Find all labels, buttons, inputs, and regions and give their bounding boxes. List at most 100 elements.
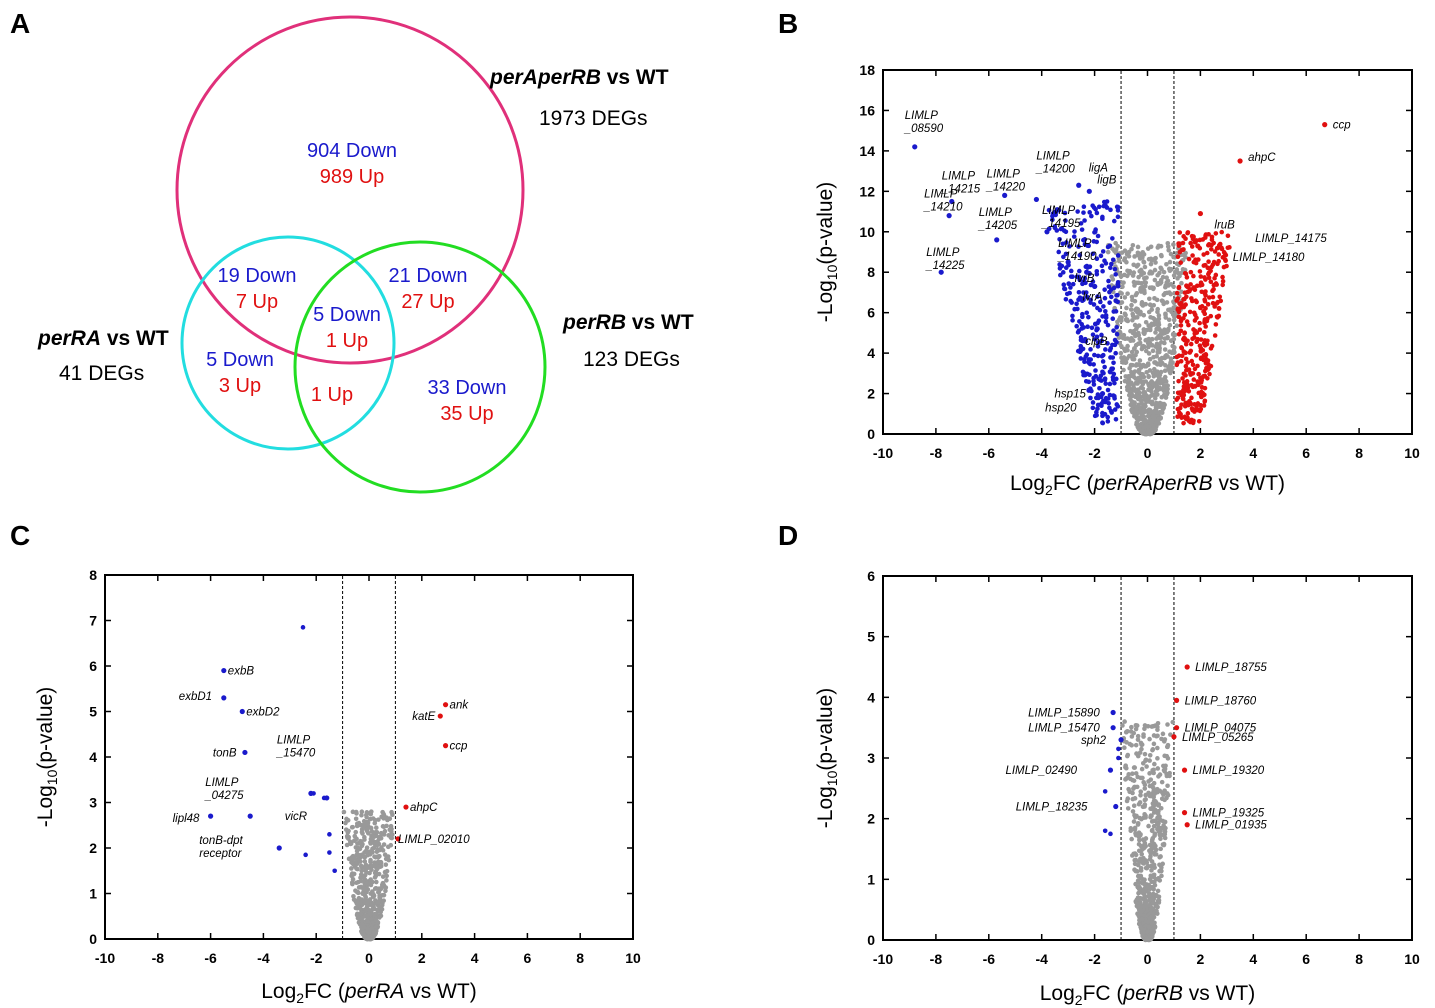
gene-point-ns xyxy=(1125,796,1131,801)
gene-point-up xyxy=(1182,336,1187,341)
gene-point-up xyxy=(1210,288,1215,294)
gene-point-ns xyxy=(1142,726,1147,732)
gene-label: exbD2 xyxy=(246,707,280,719)
labeled-gene-point xyxy=(403,804,409,810)
gene-point-up xyxy=(1188,240,1193,246)
gene-label: clpB xyxy=(1085,336,1108,348)
gene-point-ns xyxy=(381,842,387,847)
gene-point-ns xyxy=(350,809,356,815)
gene-point-ns xyxy=(1120,284,1125,290)
x-tick-label: 2 xyxy=(418,950,426,966)
gene-point-ns xyxy=(1155,309,1160,315)
gene-point-ns xyxy=(1152,360,1157,365)
gene-point-ns xyxy=(344,842,350,848)
gene-point-ns xyxy=(1179,289,1184,295)
gene-point-up xyxy=(1178,323,1184,328)
gene-point-up xyxy=(1207,371,1212,377)
gene-point-down xyxy=(1062,286,1067,292)
gene-point-ns xyxy=(1139,851,1145,857)
gene-point-down xyxy=(1114,293,1119,298)
panel-label-a: A xyxy=(10,8,30,39)
gene-point-ns xyxy=(1142,786,1148,791)
gene-point-ns xyxy=(1150,419,1155,424)
gene-point-up xyxy=(1201,341,1207,346)
gene-point-up xyxy=(1196,371,1201,377)
gene-point-ns xyxy=(1140,372,1145,377)
gene-point-down xyxy=(1105,419,1111,424)
gene-point-up xyxy=(1184,294,1189,300)
y-tick-label: 12 xyxy=(859,183,875,199)
gene-point-ns xyxy=(1166,283,1171,288)
gene-point-down xyxy=(1076,244,1081,249)
gene-point-up xyxy=(1189,296,1194,301)
gene-point-ns xyxy=(1142,264,1148,270)
gene-point-up xyxy=(1185,411,1191,416)
gene-point-ns xyxy=(1149,828,1155,834)
gene-point-down xyxy=(1114,331,1120,337)
labeled-gene-point xyxy=(949,198,955,205)
gene-point-ns xyxy=(1156,313,1162,318)
gene-point-up xyxy=(1184,319,1190,324)
gene-point-down xyxy=(1100,410,1105,416)
x-tick-label: 2 xyxy=(1197,951,1205,967)
gene-point-ns xyxy=(1154,401,1159,407)
x-tick-label: 10 xyxy=(1404,445,1420,461)
gene-point-down xyxy=(1100,216,1105,221)
gene-point-down xyxy=(1116,755,1121,761)
gene-point-ns xyxy=(1158,836,1163,842)
gene-point-ns xyxy=(1129,724,1134,730)
gene-label: LIMLP _14190 xyxy=(1057,238,1097,263)
gene-point-ns xyxy=(1161,767,1167,773)
gene-point-ns xyxy=(1131,765,1137,770)
gene-point-down xyxy=(1086,388,1092,393)
gene-point-ns xyxy=(1153,723,1158,728)
gene-point-ns xyxy=(363,894,369,900)
gene-point-up xyxy=(1203,232,1209,237)
gene-point-ns xyxy=(1149,379,1154,384)
gene-point-ns xyxy=(369,900,375,906)
gene-point-down xyxy=(1081,325,1086,330)
gene-point-down xyxy=(1091,375,1096,381)
labeled-gene-point xyxy=(912,144,918,150)
gene-point-up xyxy=(1205,302,1211,307)
gene-point-ns xyxy=(345,818,351,823)
gene-point-ns xyxy=(1136,394,1141,399)
gene-point-ns xyxy=(1130,809,1136,814)
gene-point-down xyxy=(1080,314,1085,320)
gene-point-up xyxy=(1174,397,1179,402)
gene-point-ns xyxy=(359,868,364,874)
gene-point-ns xyxy=(1150,348,1156,354)
gene-point-down xyxy=(1107,289,1112,295)
gene-point-ns xyxy=(1156,829,1162,834)
gene-point-ns xyxy=(350,881,355,887)
gene-point-down xyxy=(1078,337,1084,343)
venn-region-down: 33 Down xyxy=(428,377,507,399)
gene-point-ns xyxy=(372,817,378,823)
gene-point-ns xyxy=(1143,348,1149,354)
gene-point-ns xyxy=(1155,745,1160,751)
gene-label: LIMLP _14225 xyxy=(925,247,965,272)
gene-point-ns xyxy=(358,838,363,844)
gene-point-up xyxy=(1209,242,1214,248)
gene-point-ns xyxy=(383,862,389,867)
gene-point-ns xyxy=(1170,719,1176,725)
gene-point-ns xyxy=(1158,854,1163,859)
gene-point-down xyxy=(1105,387,1111,393)
gene-point-ns xyxy=(353,905,359,911)
gene-point-ns xyxy=(375,854,380,859)
gene-point-ns xyxy=(1115,319,1120,325)
gene-point-up xyxy=(1206,271,1211,277)
gene-point-up xyxy=(1189,358,1195,364)
gene-point-down xyxy=(1101,304,1106,309)
gene-point-ns xyxy=(1141,397,1147,402)
gene-point-down xyxy=(1077,319,1082,324)
gene-label: LIMLP _14195 xyxy=(1041,205,1081,230)
gene-point-ns xyxy=(1140,386,1146,391)
labeled-gene-point xyxy=(221,667,227,674)
gene-point-ns xyxy=(1136,886,1142,892)
x-tick-label: -6 xyxy=(204,950,217,966)
gene-label: lruB xyxy=(1214,220,1235,232)
gene-point-up xyxy=(1188,269,1194,275)
y-tick-label: 5 xyxy=(89,704,97,720)
gene-point-down xyxy=(1095,353,1101,359)
